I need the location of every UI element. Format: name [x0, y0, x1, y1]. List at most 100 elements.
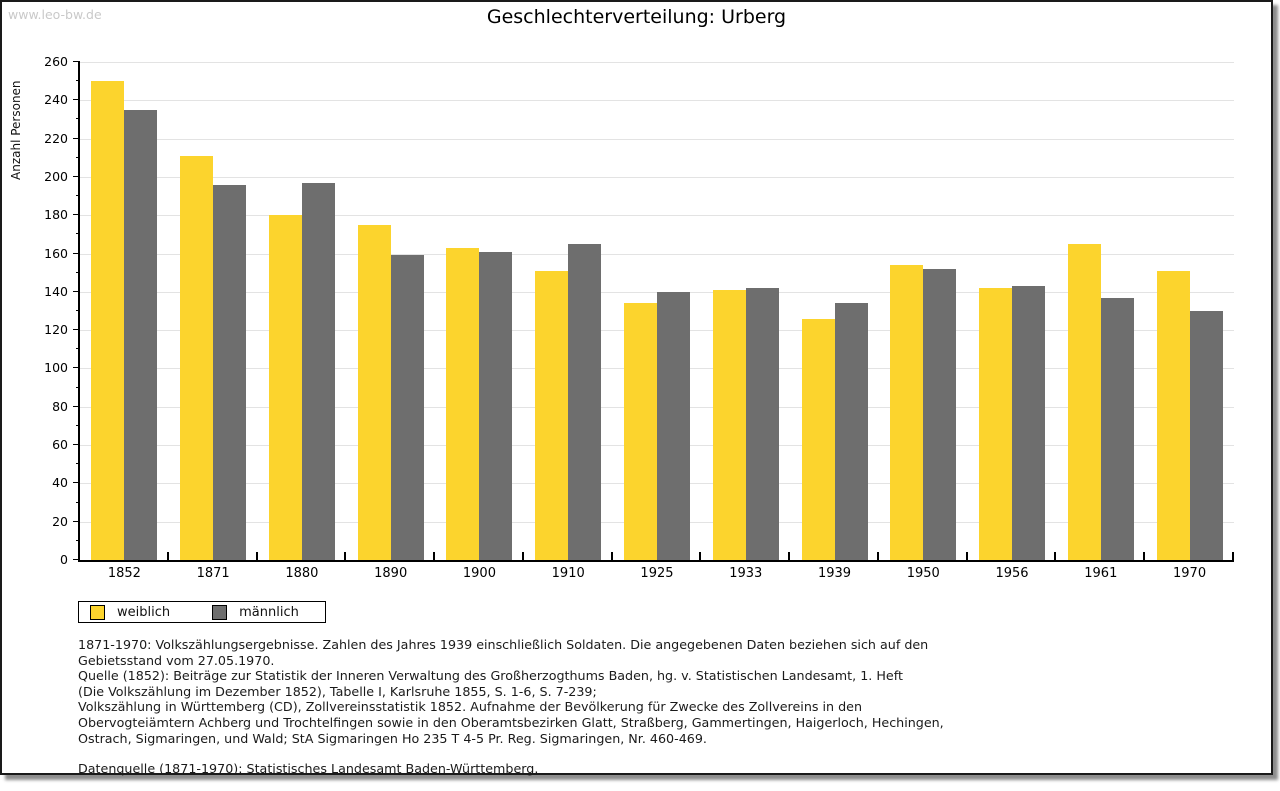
x-axis-tick: [610, 552, 613, 560]
x-axis-tick: [255, 552, 258, 560]
footnote-line: Volkszählung in Württemberg (CD), Zollve…: [78, 699, 863, 715]
bar-group-1880: [258, 62, 347, 560]
bar-männlich-1950: [923, 269, 957, 560]
bar-weiblich-1852: [91, 81, 125, 560]
bar-group-1933: [701, 62, 790, 560]
legend-item-weiblich: weiblich: [90, 604, 171, 620]
y-axis-tick: [73, 329, 80, 331]
x-axis-label-1880: 1880: [285, 566, 319, 581]
bar-weiblich-1933: [712, 290, 746, 560]
y-axis-tick: [73, 252, 80, 254]
y-axis-tick: [73, 99, 80, 101]
x-axis-label-1939: 1939: [817, 566, 852, 581]
y-axis-tick-label: 40: [52, 475, 68, 491]
y-axis-tick-label: 140: [44, 283, 68, 299]
y-axis-tick: [76, 271, 80, 273]
bar-group-1852: [80, 62, 169, 560]
y-axis-tick: [73, 559, 80, 560]
y-axis-tick-label: 0: [60, 552, 68, 567]
bar-männlich-1910: [568, 244, 602, 560]
bar-group-1925: [613, 62, 702, 560]
bar-weiblich-1871: [180, 156, 214, 560]
x-axis-label-1900: 1900: [462, 566, 496, 581]
chart-title: Geschlechterverteilung: Urberg: [486, 6, 787, 28]
y-axis-tick: [76, 424, 80, 426]
footnote-line: (Die Volkszählung im Dezember 1852), Tab…: [78, 683, 597, 699]
y-axis-tick-label: 80: [52, 398, 68, 414]
y-axis-tick-label: 180: [44, 207, 68, 223]
x-axis-tick: [1143, 552, 1146, 560]
bar-weiblich-1925: [623, 303, 657, 560]
y-axis-tick: [76, 501, 80, 503]
x-axis-label-1910: 1910: [551, 566, 585, 581]
bar-männlich-1939: [834, 303, 868, 560]
bar-group-1890: [346, 62, 435, 560]
y-axis-tick: [73, 405, 80, 407]
y-axis-tick: [76, 463, 80, 465]
x-axis-label-1956: 1956: [995, 566, 1029, 581]
bar-weiblich-1961: [1067, 244, 1101, 560]
x-axis-label-1871: 1871: [196, 566, 230, 581]
gridline: [80, 138, 1234, 140]
bar-weiblich-1950: [890, 265, 924, 560]
y-axis-tick: [76, 348, 80, 350]
bar-weiblich-1900: [446, 248, 480, 560]
legend-label-weiblich: weiblich: [117, 604, 171, 620]
legend-label-maennlich: männlich: [239, 604, 299, 620]
footnote-line: Gebietsstand vom 27.05.1970.: [78, 652, 275, 668]
bar-group-1961: [1056, 62, 1145, 560]
x-axis-label-1933: 1933: [729, 566, 763, 581]
y-axis-tick-label: 60: [52, 437, 68, 453]
bar-männlich-1933: [745, 288, 779, 560]
y-axis-tick: [73, 61, 80, 62]
footnotes: 1871-1970: Volkszählungsergebnisse. Zahl…: [78, 637, 944, 777]
x-axis-label-1970: 1970: [1173, 566, 1207, 581]
y-axis-title: Anzahl Personen: [9, 80, 23, 180]
bar-weiblich-1910: [535, 271, 569, 560]
bar-männlich-1961: [1100, 298, 1134, 560]
y-axis-tick-label: 260: [44, 54, 68, 69]
y-axis-tick: [73, 175, 80, 177]
y-axis-tick: [76, 118, 80, 120]
y-axis-tick: [76, 156, 80, 158]
footnote-line: 1871-1970: Volkszählungsergebnisse. Zahl…: [78, 637, 929, 652]
bar-weiblich-1939: [801, 319, 835, 560]
y-axis-tick-label: 200: [44, 168, 68, 184]
gridline: [80, 100, 1234, 102]
footnote-line: Quelle (1852): Beiträge zur Statistik de…: [78, 668, 903, 684]
x-axis-label-1890: 1890: [374, 566, 408, 581]
x-axis-tick: [788, 552, 791, 560]
y-axis-tick-label: 240: [44, 92, 68, 108]
y-axis-tick: [73, 137, 80, 139]
y-axis-tick: [73, 444, 80, 446]
y-axis-tick: [76, 539, 80, 541]
legend-item-maennlich: männlich: [212, 604, 299, 620]
y-axis-tick: [76, 80, 80, 82]
y-axis-tick: [76, 386, 80, 388]
y-axis-tick-label: 20: [52, 513, 68, 529]
x-axis-label-1950: 1950: [906, 566, 940, 581]
y-axis-tick-label: 160: [44, 245, 68, 261]
page-frame: www.leo-bw.de Geschlechterverteilung: Ur…: [0, 0, 1273, 777]
y-axis-tick: [76, 310, 80, 311]
x-axis-tick: [433, 552, 436, 560]
y-axis-tick-label: 120: [44, 322, 68, 338]
gridline: [80, 215, 1234, 217]
legend: weiblich männlich: [78, 601, 326, 623]
y-axis-tick-label: 220: [44, 130, 68, 146]
x-axis-tick: [699, 552, 702, 560]
y-axis-tick: [76, 233, 80, 235]
bar-weiblich-1890: [357, 225, 391, 560]
gridline: [80, 253, 1234, 255]
bar-group-1950: [879, 62, 968, 560]
bar-männlich-1900: [479, 252, 513, 560]
x-axis-tick: [876, 552, 879, 560]
bar-weiblich-1880: [268, 215, 302, 560]
x-axis-tick: [166, 552, 169, 560]
bar-group-1871: [169, 62, 258, 560]
x-axis-tick: [1054, 552, 1057, 560]
plot-area: 1852 1871 1880 1890 1900 1910 1925 1933 1939 1950…: [44, 54, 1234, 581]
bar-männlich-1970: [1189, 311, 1223, 560]
x-axis-label-1925: 1925: [640, 566, 674, 581]
bar-group-1900: [435, 62, 524, 560]
